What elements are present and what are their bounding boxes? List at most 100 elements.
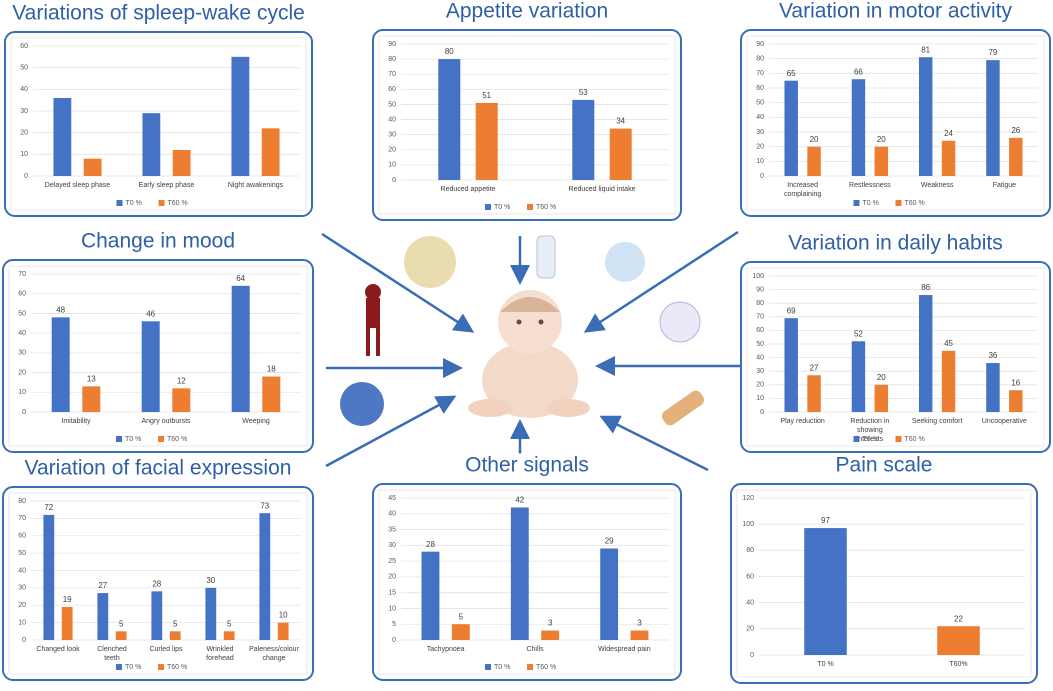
- data-label: 73: [260, 501, 269, 510]
- data-label: 69: [787, 306, 796, 315]
- bar: [986, 60, 1000, 177]
- legend-label: T0 %: [126, 200, 142, 207]
- legend-label: T60 %: [536, 204, 556, 211]
- data-label: 51: [482, 91, 491, 100]
- x-tick-label: T0 %: [817, 661, 833, 668]
- legend-swatch: [116, 664, 122, 670]
- y-tick-label: 60: [388, 86, 396, 93]
- y-tick-label: 70: [756, 314, 764, 321]
- x-tick-label: Night awakenings: [228, 182, 284, 189]
- legend-swatch: [895, 436, 902, 442]
- data-label: 64: [236, 274, 245, 283]
- chart-panel: Variation of facial expression 0 10 20 30 40 5…: [2, 456, 314, 681]
- data-label: 26: [1011, 126, 1020, 135]
- data-label: 24: [944, 129, 953, 138]
- legend-swatch: [158, 436, 164, 442]
- chart-panel: Change in mood 0 10 20 30 40 50 60 70 Imitability…: [2, 229, 314, 453]
- chart-title: Variation of facial expression: [25, 457, 292, 480]
- panel-border: [2, 486, 314, 681]
- bar: [51, 317, 70, 412]
- y-tick-label: 50: [18, 310, 26, 317]
- legend-swatch: [116, 200, 123, 206]
- bar: [609, 128, 632, 180]
- stress-icon-head: [365, 284, 381, 300]
- y-tick-label: 100: [752, 273, 764, 280]
- chart-title: Appetite variation: [446, 0, 608, 23]
- data-label: 72: [44, 503, 53, 512]
- chart-area: [736, 489, 1032, 678]
- x-tick-label: Delayed sleep phase: [45, 182, 110, 189]
- title-background: [784, 231, 1007, 255]
- y-tick-label: 40: [388, 116, 396, 123]
- x-tick-label: Uncooperative: [982, 418, 1027, 425]
- y-tick-label: 60: [18, 291, 26, 298]
- legend-swatch: [527, 664, 533, 670]
- y-tick-label: 10: [18, 619, 26, 626]
- x-tick-label: Paleness/colour change: [249, 646, 299, 662]
- x-tick-label: Fatigue: [993, 182, 1016, 189]
- data-label: 5: [459, 612, 464, 621]
- legend-label: T60 %: [536, 664, 556, 671]
- y-tick-label: 25: [388, 558, 396, 565]
- chart-area: [8, 492, 308, 675]
- y-tick-label: 0: [760, 409, 764, 416]
- arrow: [583, 230, 739, 333]
- x-tick-label: Tachypnoea: [427, 646, 465, 653]
- bar: [475, 102, 498, 180]
- y-tick-label: 0: [24, 173, 28, 180]
- y-tick-label: 20: [18, 369, 26, 376]
- panel-border: [372, 29, 682, 221]
- bar: [941, 140, 956, 176]
- y-tick-label: 50: [756, 341, 764, 348]
- bar: [172, 150, 191, 176]
- y-tick-label: 80: [388, 56, 396, 63]
- title-background: [20, 456, 296, 480]
- chart-panel: Variations of spleep-wake cycle 0 10 20 30 40…: [4, 1, 313, 217]
- bar: [941, 350, 956, 412]
- y-tick-label: 0: [750, 652, 754, 659]
- bar: [510, 507, 529, 640]
- data-label: 20: [877, 373, 886, 382]
- legend-swatch: [527, 204, 533, 210]
- arrows: [321, 230, 740, 472]
- chart-panel: Variation in motor activity 0 10 20 30 40 50 60…: [740, 0, 1051, 217]
- data-label: 81: [921, 45, 930, 54]
- bar: [231, 56, 250, 177]
- y-tick-label: 0: [760, 173, 764, 180]
- chart-panel: Pain scale 0 20 40 60 80 100 120 T0 % 97 T60% 22: [730, 453, 1038, 684]
- legend-label: T60 %: [905, 436, 925, 443]
- y-tick-label: 20: [18, 602, 26, 609]
- x-tick-label: Angry outbursts: [141, 418, 191, 425]
- x-tick-label: Weeping: [242, 418, 270, 425]
- data-label: 5: [227, 619, 232, 628]
- data-label: 45: [944, 339, 953, 348]
- y-tick-label: 80: [756, 56, 764, 63]
- y-tick-label: 60: [756, 327, 764, 334]
- bar: [918, 57, 933, 177]
- chart-panel: Variation in daily habits 0 10 20 30 40 50 60 70…: [740, 231, 1051, 453]
- y-tick-label: 120: [742, 495, 754, 502]
- y-tick-label: 90: [388, 41, 396, 48]
- sick-child-icon: [605, 242, 645, 282]
- x-tick-label: Imitability: [61, 418, 91, 425]
- title-background: [8, 1, 309, 25]
- legend-label: T0 %: [125, 436, 141, 443]
- data-label: 3: [548, 619, 553, 628]
- data-label: 28: [152, 579, 161, 588]
- bar: [262, 376, 281, 412]
- legend-swatch: [158, 664, 164, 670]
- y-tick-label: 60: [18, 533, 26, 540]
- data-label: 65: [787, 69, 796, 78]
- bar: [259, 513, 271, 640]
- y-tick-label: 80: [18, 498, 26, 505]
- sad-face-icon: [340, 382, 384, 426]
- bar: [169, 631, 181, 640]
- y-tick-label: 100: [742, 521, 754, 528]
- x-tick-label: Reduced liquid intake: [569, 186, 636, 193]
- chart-title: Variations of spleep-wake cycle: [12, 2, 305, 25]
- bar: [918, 295, 933, 412]
- y-tick-label: 0: [22, 637, 26, 644]
- data-label: 29: [605, 537, 614, 546]
- bar: [261, 128, 280, 176]
